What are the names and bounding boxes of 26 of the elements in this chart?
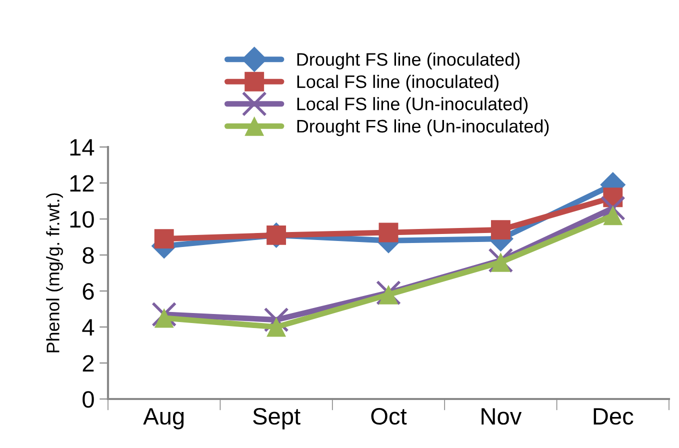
point	[266, 317, 286, 337]
point	[603, 206, 623, 226]
x-tick-label: Nov	[482, 408, 522, 425]
x-tick-label: Sept	[253, 408, 300, 430]
y-tick-label: 4	[82, 319, 94, 336]
y-tick-label: 8	[82, 247, 94, 264]
legend-label: Drought FS line (inoculated)	[297, 52, 520, 70]
point	[154, 229, 174, 249]
y-tick-label: 10	[70, 211, 94, 228]
y-tick-label: 14	[70, 139, 94, 156]
x-tick-label: Aug	[143, 408, 184, 430]
point	[490, 220, 510, 240]
legend-label: Local FS line (inoculated)	[297, 74, 498, 92]
point	[378, 222, 398, 242]
point	[378, 284, 398, 304]
point	[154, 308, 174, 328]
y-tick-label: 0	[82, 391, 94, 408]
legend-label: Local FS line (Un-inoculated)	[297, 97, 528, 114]
legend-label: Drought FS line (Un-inoculated)	[297, 119, 549, 136]
y-tick-label: 12	[70, 175, 94, 192]
y-tick-label: 6	[82, 283, 94, 300]
point	[490, 252, 510, 272]
y-axis-title: Phenol (mg/g. fr.wt.)	[46, 193, 63, 352]
x-tick-label: Oct	[371, 408, 407, 425]
y-tick-label: 2	[82, 355, 94, 372]
x-tick-label: Dec	[594, 408, 634, 425]
